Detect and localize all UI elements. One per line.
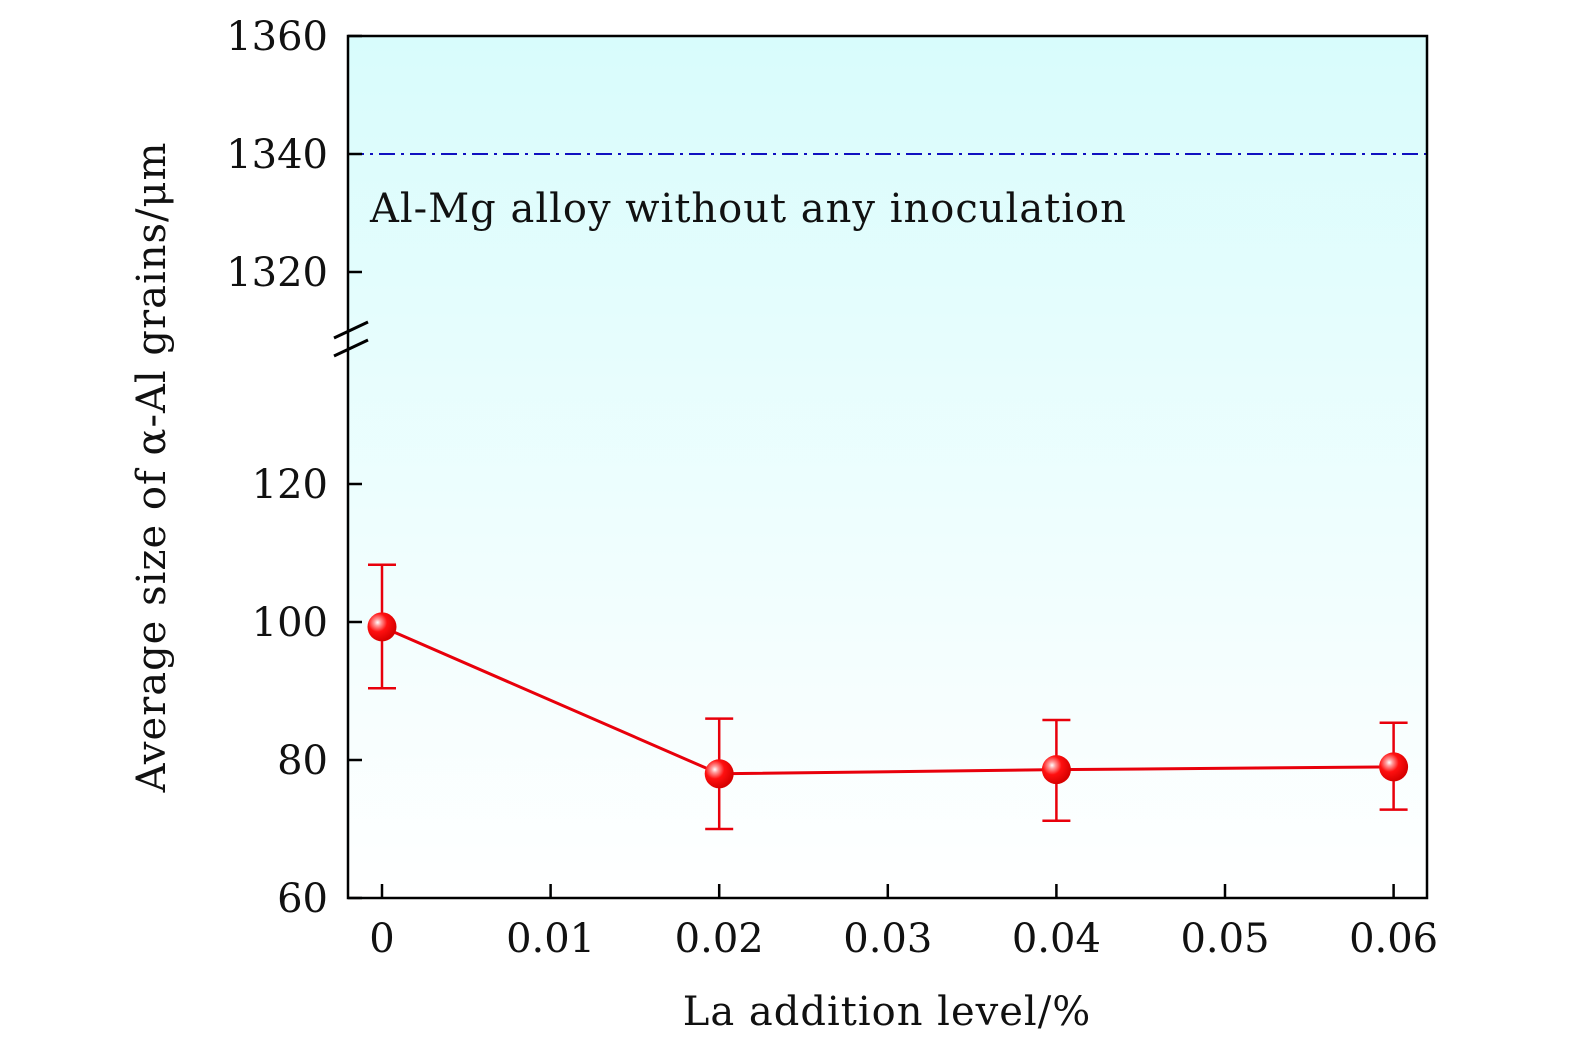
x-tick-label: 0 [369,916,394,962]
series-line [381,625,1394,776]
x-tick-label: 0.05 [1180,916,1269,962]
y-tick-label: 60 [277,876,328,922]
x-tick-label: 0.03 [843,916,932,962]
y-tick-label: 1320 [226,250,328,296]
x-tick-label: 0.04 [1012,916,1101,962]
plot-background [348,36,1427,898]
x-tick-label: 0.02 [675,916,764,962]
axis-break-mark [333,338,369,358]
x-axis-label: La addition level/% [683,989,1091,1035]
data-point [367,612,397,642]
y-tick-label: 80 [277,738,328,784]
reference-line-label: Al-Mg alloy without any inoculation [369,186,1127,232]
y-tick-label: 1360 [226,14,328,60]
x-tick-label: 0.01 [506,916,595,962]
x-tick-label: 0.06 [1349,916,1438,962]
y-axis-label: Average size of α-Al grains/μm [129,142,175,794]
axis-break-mark [333,320,369,340]
data-point [1041,755,1071,785]
y-tick-label: 120 [252,462,328,508]
y-tick-label: 1340 [226,132,328,178]
data-point [704,759,734,789]
data-point [1379,752,1409,782]
y-tick-label: 100 [252,600,328,646]
